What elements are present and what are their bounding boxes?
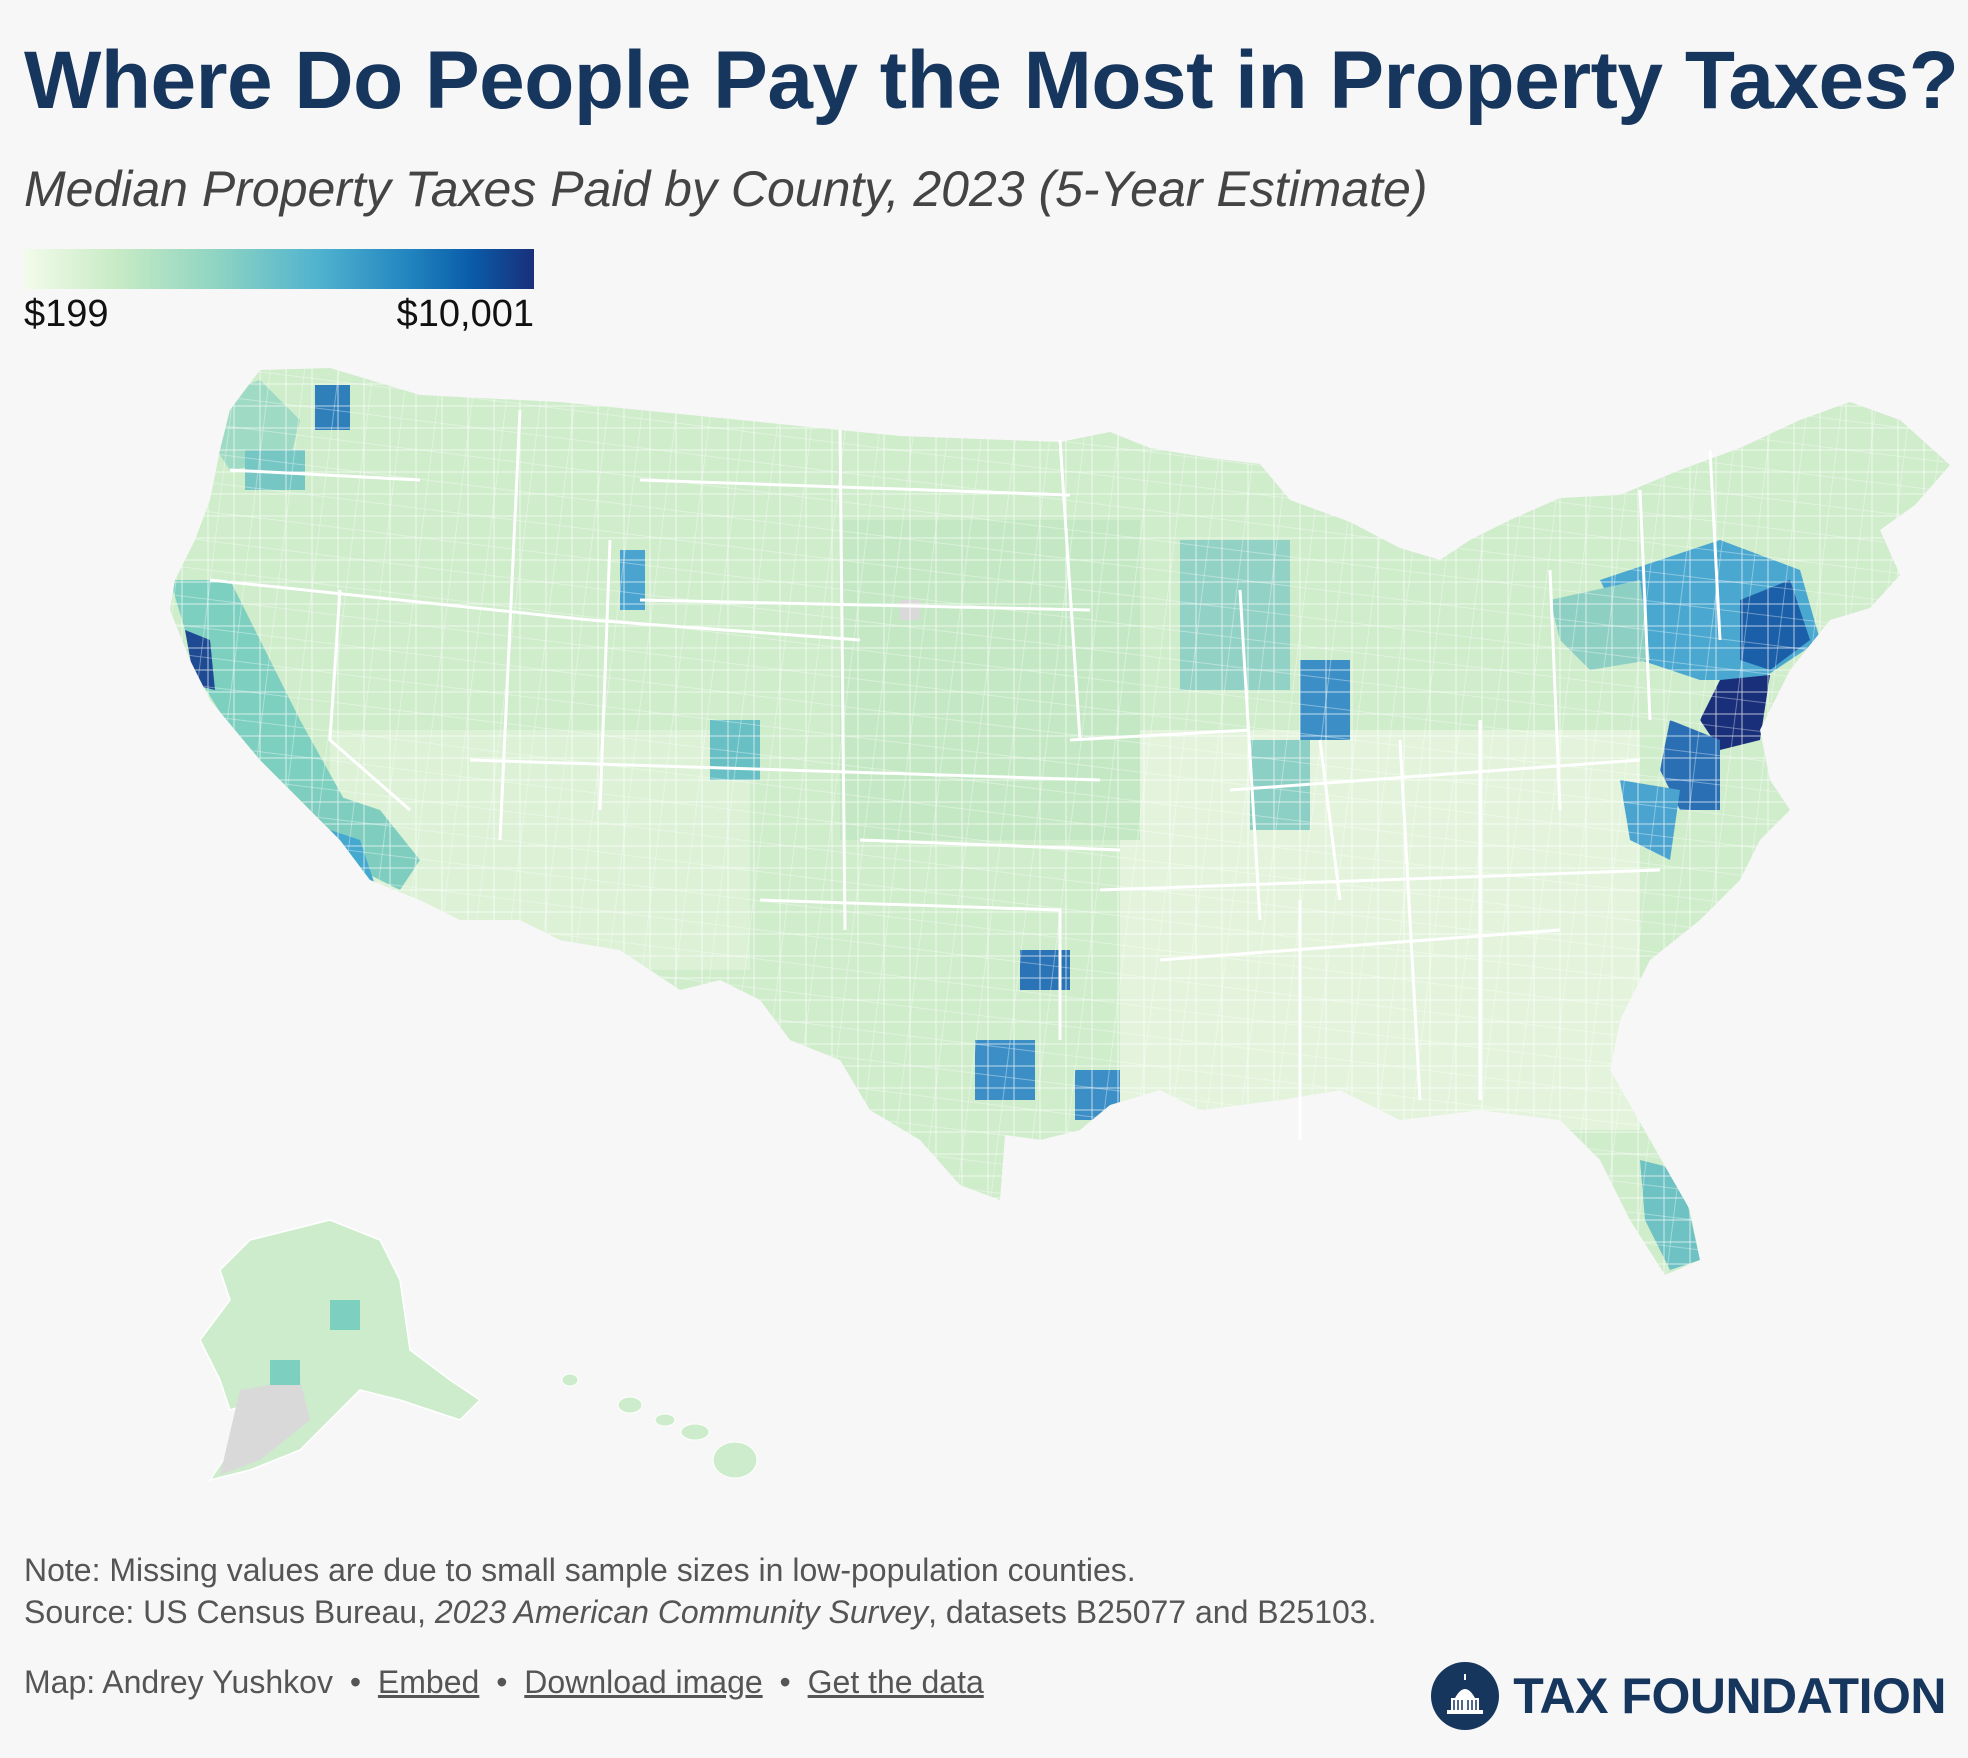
brand-name: TAX FOUNDATION [1513, 1668, 1946, 1724]
alaska-shape [199, 1219, 482, 1482]
legend-max-label: $10,001 [396, 293, 534, 335]
source-text: Source: US Census Bureau, 2023 American … [24, 1594, 1376, 1631]
hawaii-shape [561, 1373, 758, 1479]
capitol-dome-icon [1431, 1662, 1500, 1730]
tax-foundation-brand[interactable]: TAX FOUNDATION [1429, 1660, 1946, 1732]
source-dataset: 2023 American Community Survey [434, 1594, 929, 1630]
download-image-link[interactable]: Download image [524, 1664, 763, 1700]
note-text: Note: Missing values are due to small sa… [24, 1552, 1136, 1588]
county-borders-secondary [170, 368, 1950, 1275]
page-title: Where Do People Pay the Most in Property… [24, 35, 1959, 126]
get-data-link[interactable]: Get the data [807, 1664, 984, 1700]
separator: • [349, 1664, 362, 1700]
separator: • [496, 1664, 508, 1700]
separator: • [779, 1664, 791, 1700]
color-legend: $199 $10,001 [24, 249, 534, 335]
embed-link[interactable]: Embed [377, 1664, 480, 1700]
us-county-map[interactable] [0, 340, 1968, 1500]
page-subtitle: Median Property Taxes Paid by County, 20… [24, 161, 1428, 217]
source-prefix: Source: US Census Bureau, [24, 1594, 435, 1630]
legend-gradient-bar [24, 249, 534, 289]
lower48-shapes [170, 368, 1950, 1275]
map-svg[interactable] [0, 340, 1968, 1500]
state-borders [209, 409, 1722, 1140]
legend-min-label: $199 [24, 293, 109, 335]
source-suffix: , datasets B25077 and B25103. [928, 1594, 1377, 1630]
credits-bar: Map: Andrey Yushkov • Embed • Download i… [24, 1664, 984, 1701]
map-author: Map: Andrey Yushkov [24, 1664, 333, 1700]
